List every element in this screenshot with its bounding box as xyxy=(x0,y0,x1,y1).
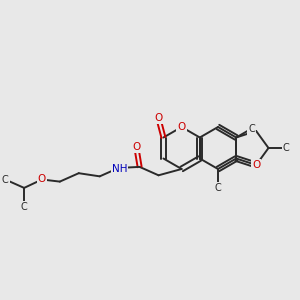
Text: O: O xyxy=(154,112,163,123)
Text: C: C xyxy=(2,175,9,184)
Text: C: C xyxy=(214,183,221,193)
Text: O: O xyxy=(252,160,260,170)
Text: O: O xyxy=(132,142,141,152)
Text: C: C xyxy=(283,143,290,153)
Text: NH: NH xyxy=(112,164,128,174)
Text: C: C xyxy=(21,202,28,212)
Text: C: C xyxy=(248,124,255,134)
Text: O: O xyxy=(178,122,186,132)
Text: O: O xyxy=(38,173,46,184)
